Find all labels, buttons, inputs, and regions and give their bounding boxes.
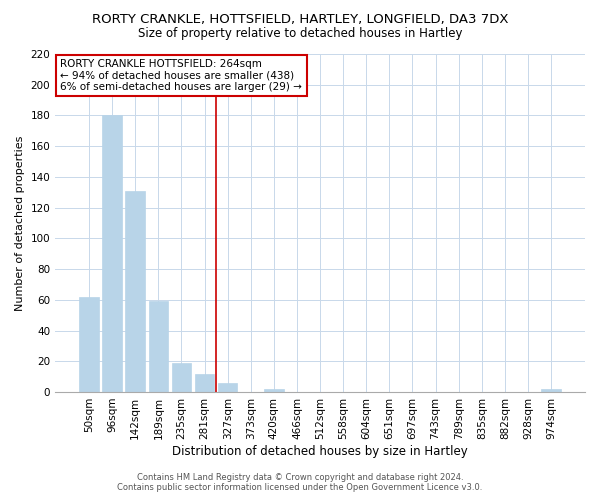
Y-axis label: Number of detached properties: Number of detached properties <box>15 136 25 310</box>
Bar <box>172 363 191 392</box>
Text: RORTY CRANKLE HOTTSFIELD: 264sqm
← 94% of detached houses are smaller (438)
6% o: RORTY CRANKLE HOTTSFIELD: 264sqm ← 94% o… <box>61 59 302 92</box>
Text: Size of property relative to detached houses in Hartley: Size of property relative to detached ho… <box>138 28 462 40</box>
Bar <box>149 302 168 392</box>
Bar <box>125 190 145 392</box>
Text: Contains HM Land Registry data © Crown copyright and database right 2024.
Contai: Contains HM Land Registry data © Crown c… <box>118 473 482 492</box>
X-axis label: Distribution of detached houses by size in Hartley: Distribution of detached houses by size … <box>172 444 468 458</box>
Bar <box>541 389 561 392</box>
Bar <box>195 374 214 392</box>
Bar <box>264 389 284 392</box>
Bar <box>218 382 238 392</box>
Bar <box>103 116 122 392</box>
Text: RORTY CRANKLE, HOTTSFIELD, HARTLEY, LONGFIELD, DA3 7DX: RORTY CRANKLE, HOTTSFIELD, HARTLEY, LONG… <box>92 12 508 26</box>
Bar <box>79 296 99 392</box>
